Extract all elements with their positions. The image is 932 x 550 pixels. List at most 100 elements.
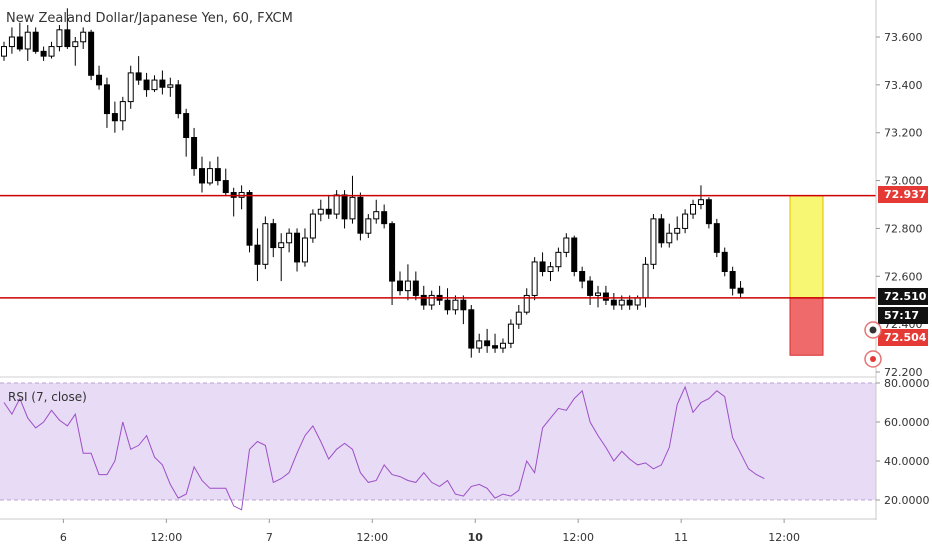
rsi-tick-label: 60.0000: [884, 416, 930, 429]
candle-down: [610, 299, 617, 306]
candle-up: [404, 280, 411, 292]
candle-up: [151, 79, 158, 91]
target-zone: [789, 195, 824, 299]
candle-down: [705, 199, 712, 225]
candle-down: [579, 271, 586, 282]
candle-up: [1, 46, 7, 57]
candle-down: [325, 208, 332, 215]
candle-up: [595, 292, 601, 296]
price-tick-label: 73.200: [884, 127, 923, 140]
candle-down: [111, 113, 118, 122]
candle-down: [270, 223, 277, 249]
candle-up: [618, 299, 625, 306]
candle-up: [24, 31, 31, 50]
rsi-line: [3, 385, 765, 511]
candle-up: [278, 242, 285, 249]
candle-up: [547, 266, 554, 273]
rsi-tick-label: 80.0000: [884, 377, 930, 390]
candle-down: [460, 299, 467, 311]
price-tag: 72.510: [878, 288, 928, 305]
candle-down: [420, 294, 427, 306]
candle-down: [412, 280, 419, 296]
time-tick-label: 6: [60, 531, 67, 544]
candle-up: [674, 227, 681, 234]
candle-down: [175, 84, 182, 115]
rsi-tick-label: 20.0000: [884, 494, 930, 507]
candle-up: [349, 196, 356, 220]
rsi-tick-label: 40.0000: [884, 455, 930, 468]
price-tick-label: 72.200: [884, 366, 923, 379]
candle-up: [428, 294, 435, 306]
price-tag: 72.504: [878, 329, 928, 346]
candle-up: [634, 297, 641, 306]
price-tag-bg: [878, 288, 928, 305]
candle-up: [262, 223, 269, 265]
candle-down: [571, 237, 578, 272]
time-tick-label: 11: [674, 531, 688, 544]
candle-down: [389, 223, 396, 282]
candle-down: [341, 194, 348, 220]
order-icon-dot: [870, 356, 876, 362]
candle-up: [650, 218, 657, 265]
candle-up: [317, 208, 324, 215]
candle-down: [64, 29, 71, 48]
candle-down: [159, 79, 166, 88]
rsi-label: RSI (7, close): [8, 390, 87, 404]
price-tag-label: 72.937: [884, 188, 926, 201]
candle-up: [515, 311, 522, 325]
candle-down: [444, 299, 451, 311]
price-tag-bg: [878, 329, 928, 346]
candle-up: [167, 84, 174, 88]
candle-up: [309, 213, 316, 239]
price-tag-label: 72.504: [884, 331, 927, 344]
candle-up: [206, 168, 213, 184]
candle-down: [246, 192, 253, 246]
candle-down: [626, 299, 633, 306]
candle-up: [690, 204, 697, 215]
candle-down: [587, 280, 594, 296]
candle-up: [507, 323, 514, 344]
candle-down: [32, 31, 39, 52]
candle-down: [191, 137, 198, 170]
candle-up: [8, 36, 15, 48]
candle-up: [555, 251, 562, 268]
candle-down: [721, 251, 728, 273]
candle-down: [729, 271, 736, 289]
candle-down: [143, 79, 150, 91]
time-tick-label: 12:00: [562, 531, 594, 544]
price-tick-label: 73.400: [884, 79, 923, 92]
candle-down: [713, 223, 720, 253]
candle-up: [666, 232, 673, 244]
candle-up: [56, 29, 63, 48]
candle-up: [523, 294, 530, 313]
candle-up: [127, 72, 134, 103]
candle-down: [397, 280, 403, 292]
candle-down: [222, 180, 229, 194]
candle-up: [119, 101, 126, 122]
candle-down: [484, 340, 491, 347]
candle-down: [539, 261, 546, 272]
candle-up: [642, 263, 649, 299]
price-tag-label: 72.510: [884, 290, 927, 303]
stop-zone: [789, 297, 824, 356]
rsi-band: [0, 383, 876, 500]
price-tick-label: 73.000: [884, 175, 923, 188]
candle-up: [682, 213, 689, 229]
candle-down: [254, 244, 261, 265]
price-tick-label: 73.600: [884, 31, 923, 44]
candle-down: [737, 287, 744, 294]
candle-down: [135, 72, 142, 81]
candle-down: [381, 211, 388, 225]
candle-down: [183, 113, 190, 138]
price-tick-label: 72.800: [884, 222, 923, 235]
candle-down: [16, 36, 23, 50]
time-tick-label: 12:00: [356, 531, 388, 544]
candle-up: [452, 299, 459, 311]
candle-down: [96, 74, 103, 86]
candle-down: [357, 196, 364, 234]
price-tick-label: 72.600: [884, 270, 923, 283]
alert-icon-dot: [869, 326, 877, 334]
candle-down: [214, 168, 221, 182]
candle-down: [294, 232, 301, 263]
